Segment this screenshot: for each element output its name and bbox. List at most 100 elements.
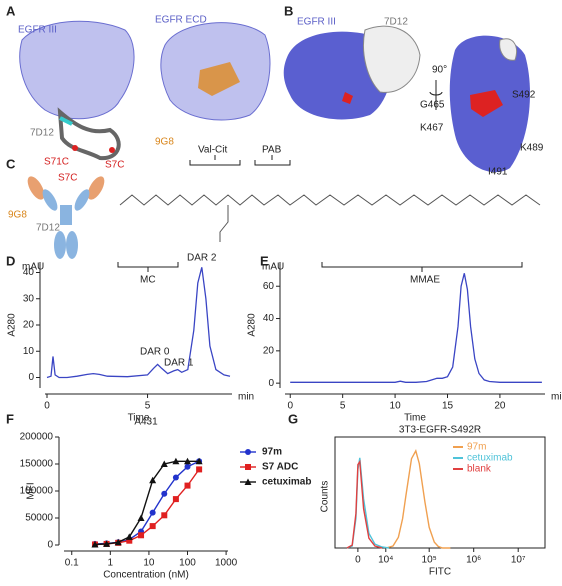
y-tick-label: 0 [47, 540, 53, 551]
legend-marker [244, 478, 252, 485]
label: EGFR III [18, 25, 57, 36]
annotation: DAR 0 [140, 347, 170, 358]
legend-label: blank [467, 464, 492, 475]
y-tick-label: 0 [28, 372, 34, 383]
y-axis-label: A280 [7, 313, 18, 337]
panel-letter: A [6, 3, 16, 18]
y-tick-label: 40 [23, 267, 35, 278]
label: S492 [512, 90, 536, 101]
y-unit: mAU [262, 262, 284, 273]
line [46, 267, 231, 379]
x-tick-label: 0 [355, 555, 361, 566]
label: K489 [520, 143, 544, 154]
x-tick-label: 0.1 [65, 558, 79, 569]
line [94, 468, 200, 546]
legend-marker [245, 464, 251, 470]
panel-letter: D [6, 253, 15, 268]
label: 9G8 [155, 137, 174, 148]
y-tick-label: 40 [263, 313, 275, 324]
point [195, 457, 203, 465]
label: 7D12 [30, 128, 54, 139]
structure-b [283, 25, 530, 173]
structure-c [27, 155, 541, 272]
legend-label: cetuximab [262, 477, 311, 488]
label: S7C [105, 160, 124, 171]
point [172, 474, 179, 481]
x-tick-label: 5 [145, 401, 151, 412]
x-tick-label: 10⁶ [466, 555, 481, 566]
y-axis-label: A280 [247, 313, 258, 337]
label: S71C [44, 157, 69, 168]
chart-title: 3T3-EGFR-S492R [399, 425, 481, 436]
point [160, 460, 168, 467]
line [346, 459, 383, 549]
x-tick-label: 15 [442, 401, 454, 412]
y-axis-label: Counts [320, 481, 331, 513]
plot-frame [334, 436, 546, 549]
point [138, 532, 145, 539]
line [94, 460, 200, 546]
y-tick-label: 30 [23, 293, 35, 304]
point [149, 523, 156, 530]
label: 7D12 [36, 223, 60, 234]
structure-a [19, 20, 271, 161]
point [103, 540, 111, 547]
x-tick-label: 10 [390, 401, 402, 412]
x-tick-label: 0 [44, 401, 50, 412]
x-tick-label: 10⁴ [378, 555, 393, 566]
y-tick-label: 100000 [20, 486, 54, 497]
label: EGFR ECD [155, 15, 207, 26]
label: K467 [420, 123, 444, 134]
x-axis-label: Time [404, 413, 426, 424]
line [385, 449, 451, 549]
y-axis-label: MFI [26, 482, 37, 499]
label: MC [140, 275, 156, 286]
label: 9G8 [8, 210, 27, 221]
panel-letter: G [288, 411, 298, 426]
point [149, 509, 156, 516]
point [91, 540, 99, 548]
point [184, 482, 191, 489]
x-axis-label: Time [128, 413, 150, 424]
point [196, 466, 203, 473]
point [184, 463, 191, 470]
point [161, 490, 168, 497]
panel-letter: E [260, 253, 269, 268]
x-tick-label: 10⁵ [422, 555, 437, 566]
legend-label: 97m [467, 442, 486, 453]
x-tick-label: 5 [340, 401, 346, 412]
panel-letter: F [6, 411, 14, 426]
label: EGFR III [297, 17, 336, 28]
y-tick-label: 0 [268, 378, 274, 389]
y-unit: mAU [22, 262, 44, 273]
label: I491 [488, 167, 508, 178]
x-tick-label: 0 [287, 401, 293, 412]
y-tick-label: 150000 [20, 459, 54, 470]
x-axis-label: FITC [429, 567, 451, 578]
annotation: DAR 2 [187, 253, 217, 264]
legend-marker [245, 449, 251, 455]
label: 7D12 [384, 17, 408, 28]
label: G465 [420, 100, 445, 111]
y-tick-label: 60 [263, 281, 275, 292]
panel-letter: C [6, 156, 16, 171]
label: Val-Cit [198, 145, 227, 156]
x-tick-label: 1000 [215, 558, 238, 569]
y-tick-label: 200000 [20, 432, 54, 443]
y-tick-label: 10 [23, 346, 35, 357]
point [114, 538, 122, 546]
legend-label: S7 ADC [262, 462, 298, 473]
label: PAB [262, 145, 282, 156]
point [172, 496, 179, 503]
label: MMAE [410, 275, 440, 286]
x-tick-label: 1 [108, 558, 114, 569]
point [125, 533, 133, 540]
x-tick-label: 10 [143, 558, 155, 569]
panel-letter: B [284, 3, 293, 18]
y-tick-label: 20 [263, 345, 275, 356]
point [137, 514, 145, 521]
label: 90° [432, 65, 447, 76]
chart-title: A431 [134, 417, 158, 428]
point [172, 457, 180, 465]
